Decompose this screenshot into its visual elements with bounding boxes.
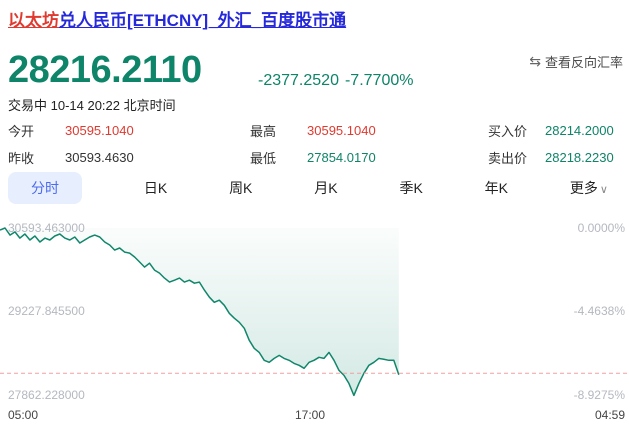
field-high: 最高 30595.1040 bbox=[250, 121, 488, 140]
quote-grid: 今开 30595.1040 最高 30595.1040 买入价 28214.20… bbox=[8, 121, 621, 167]
tab-minute[interactable]: 分时 bbox=[8, 172, 82, 204]
tab-more-label: 更多 bbox=[569, 180, 598, 196]
field-label: 今开 bbox=[8, 124, 35, 139]
field-value: 28214.2000 bbox=[545, 123, 614, 138]
reverse-rate-label: 查看反向汇率 bbox=[544, 55, 623, 70]
title-rest: 兑人民币[ETHCNY]_外汇_百度股市通 bbox=[59, 11, 347, 30]
field-value: 28218.2230 bbox=[545, 150, 614, 165]
tab-yearly-k[interactable]: 年K bbox=[484, 180, 509, 196]
field-label: 昨收 bbox=[8, 151, 35, 166]
field-bid: 买入价 28214.2000 bbox=[488, 121, 621, 140]
field-open: 今开 30595.1040 bbox=[8, 121, 250, 140]
price-line bbox=[0, 227, 400, 397]
minute-chart[interactable]: 30593.463000 29227.845500 27862.228000 0… bbox=[0, 212, 629, 436]
page-title-link[interactable]: 以太坊兑人民币[ETHCNY]_外汇_百度股市通 bbox=[8, 6, 346, 31]
title-keyword: 以太坊 bbox=[8, 11, 59, 30]
field-low: 最低 27854.0170 bbox=[250, 148, 488, 167]
field-label: 最低 bbox=[250, 151, 277, 166]
change-percent: -7.7700% bbox=[344, 72, 414, 89]
chart-period-tabs: 分时 日K 周K 月K 季K 年K 更多 ∨ bbox=[8, 172, 608, 204]
chevron-down-icon: ∨ bbox=[599, 184, 608, 196]
current-price: 28216.2110 bbox=[8, 49, 202, 91]
price-area-fill bbox=[0, 228, 399, 396]
price-change: -2377.2520 -7.7700% bbox=[258, 72, 419, 90]
field-value: 30593.4630 bbox=[65, 150, 134, 165]
field-value: 27854.0170 bbox=[307, 150, 376, 165]
view-reverse-rate-link[interactable]: ⇆ 查看反向汇率 bbox=[529, 52, 623, 71]
tab-monthly-k[interactable]: 月K bbox=[314, 180, 338, 196]
minute-chart-canvas[interactable] bbox=[0, 212, 629, 436]
swap-icon: ⇆ bbox=[529, 53, 541, 69]
field-value: 30595.1040 bbox=[307, 123, 376, 138]
tab-more[interactable]: 更多 ∨ bbox=[570, 178, 608, 198]
tab-quarterly-k[interactable]: 季K bbox=[399, 180, 423, 196]
tab-daily-k[interactable]: 日K bbox=[143, 180, 168, 196]
tab-weekly-k[interactable]: 周K bbox=[229, 180, 253, 196]
field-label: 卖出价 bbox=[488, 151, 528, 166]
field-value: 30595.1040 bbox=[65, 123, 134, 138]
field-label: 最高 bbox=[250, 124, 277, 139]
field-label: 买入价 bbox=[488, 124, 528, 139]
field-prev-close: 昨收 30593.4630 bbox=[8, 148, 250, 167]
field-ask: 卖出价 28218.2230 bbox=[488, 148, 621, 167]
trading-status: 交易中 10-14 20:22 北京时间 bbox=[8, 98, 176, 113]
change-amount: -2377.2520 bbox=[258, 72, 339, 89]
